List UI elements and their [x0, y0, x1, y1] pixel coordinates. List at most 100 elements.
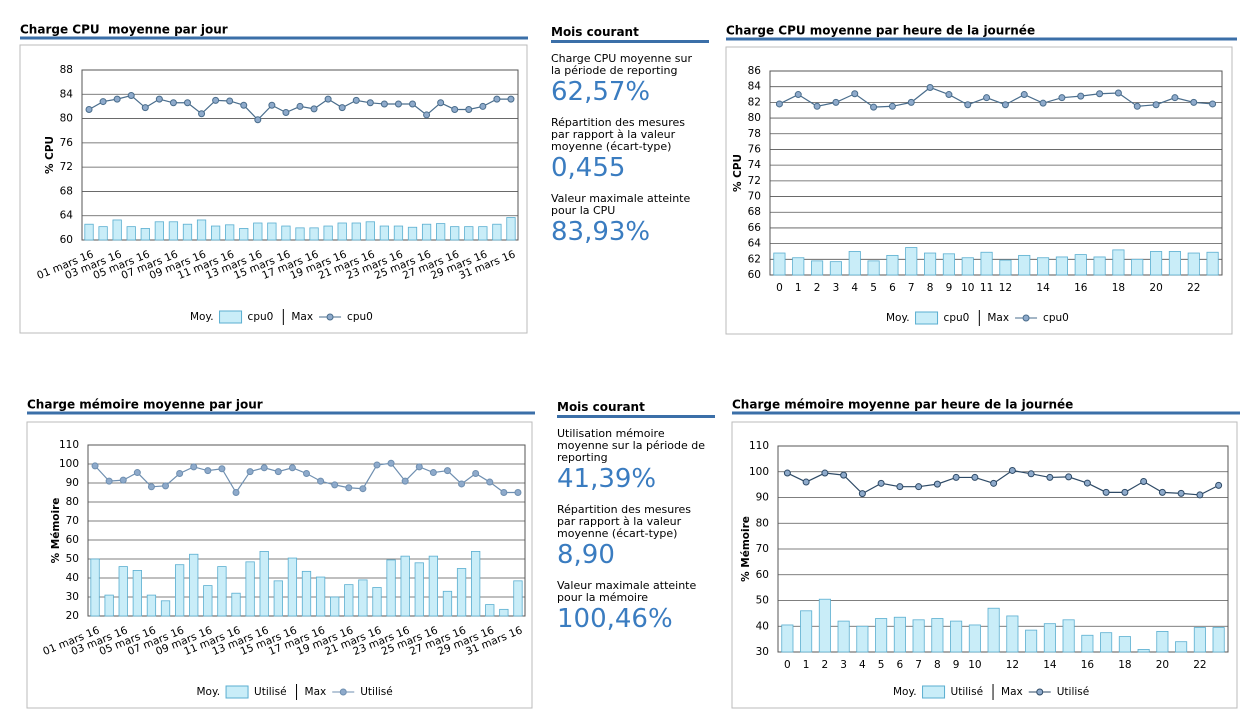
bar: [1206, 251, 1219, 276]
point: [1114, 89, 1122, 97]
bar: [456, 568, 467, 617]
bar: [1100, 632, 1113, 653]
y-tick-label: 72: [748, 175, 761, 187]
legend-group: Max: [1001, 686, 1023, 698]
point: [907, 98, 915, 106]
point: [176, 470, 184, 477]
point: [183, 99, 191, 107]
bar: [90, 558, 100, 617]
bar: [1074, 254, 1087, 276]
point: [274, 468, 282, 476]
legend-group: Moy.: [190, 311, 214, 323]
point: [401, 477, 409, 485]
point: [926, 83, 934, 91]
y-tick-label: 68: [748, 206, 761, 218]
bar: [499, 608, 509, 617]
point: [366, 99, 374, 107]
summary-title: Mois courant: [551, 25, 709, 43]
point: [983, 94, 991, 102]
x-tick-label: 4: [851, 282, 858, 294]
x-tick-label: 18: [1112, 282, 1125, 294]
point: [1046, 473, 1054, 481]
point: [514, 489, 522, 496]
bar: [781, 624, 794, 653]
metric-label: Répartition des mesures par rapport à la…: [551, 116, 686, 153]
y-tick-label: 72: [60, 161, 73, 173]
bar: [337, 222, 347, 241]
point: [1008, 466, 1016, 474]
x-tick-label: 7: [915, 659, 922, 671]
x-tick-label: 12: [999, 282, 1012, 294]
point: [1102, 488, 1110, 496]
x-tick-label: 14: [1036, 282, 1050, 294]
point: [99, 98, 107, 106]
bar: [351, 222, 361, 241]
point: [133, 469, 141, 477]
point: [169, 99, 177, 107]
chart-frame: [725, 46, 1233, 335]
x-tick-label: 9: [946, 282, 953, 294]
bar: [893, 616, 906, 653]
y-tick-label: 76: [748, 143, 762, 155]
y-tick-label: 90: [66, 477, 79, 489]
x-tick-label: 14: [1043, 659, 1057, 671]
bar: [442, 590, 453, 617]
point: [268, 101, 276, 109]
legend-swatch: [339, 688, 347, 696]
point: [493, 95, 501, 103]
bar: [829, 261, 842, 276]
y-tick-label: 60: [748, 269, 761, 281]
plot-frame: [777, 445, 1229, 653]
x-tick-label: 10: [968, 659, 981, 671]
y-tick-label: 80: [748, 112, 761, 124]
bar: [1018, 254, 1031, 276]
bar: [999, 259, 1012, 276]
bar: [407, 226, 418, 241]
y-tick-label: 76: [60, 137, 74, 149]
metric-label: Utilisation mémoire moyenne sur la pério…: [557, 427, 706, 464]
point: [775, 100, 783, 108]
bar: [84, 223, 94, 241]
point: [1190, 98, 1198, 106]
point: [303, 470, 310, 477]
point: [500, 489, 508, 496]
bar: [436, 223, 446, 241]
chart-title: Charge mémoire moyenne par heure de la j…: [732, 398, 1073, 412]
point: [232, 489, 240, 496]
point: [423, 111, 431, 119]
bar: [323, 225, 333, 241]
bar: [1137, 649, 1150, 653]
bar: [1118, 636, 1131, 653]
legend-label: Utilisé: [254, 686, 286, 698]
bar: [800, 610, 813, 653]
bar: [980, 251, 993, 276]
metric-value: 83,93%: [551, 217, 651, 247]
point: [888, 102, 896, 110]
point: [783, 469, 791, 477]
y-tick-label: 110: [59, 439, 79, 451]
y-tick-label: 60: [66, 534, 79, 546]
bar: [931, 618, 944, 653]
bar: [301, 570, 312, 617]
y-tick-label: 80: [756, 517, 769, 529]
point: [288, 464, 296, 472]
point: [443, 467, 451, 475]
point: [218, 465, 226, 473]
point: [260, 464, 268, 472]
x-tick-label: 20: [1156, 659, 1169, 671]
bar: [267, 222, 277, 241]
bar: [330, 596, 340, 617]
legend-swatch: [326, 313, 334, 321]
bar: [905, 247, 918, 276]
y-tick-label: 88: [60, 64, 73, 76]
legend-swatch: [915, 311, 939, 325]
legend-group: Max: [291, 311, 313, 323]
bar: [259, 551, 269, 617]
point: [1209, 100, 1217, 108]
legend-label: cpu0: [944, 312, 970, 324]
point: [465, 105, 473, 113]
x-tick-label: 1: [795, 282, 802, 294]
point: [331, 481, 339, 489]
